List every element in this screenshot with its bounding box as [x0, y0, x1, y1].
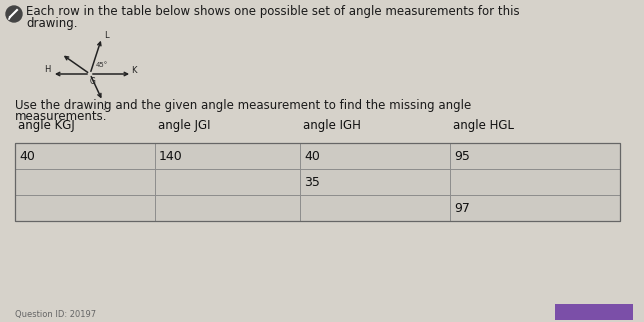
Text: angle HGL: angle HGL: [453, 118, 514, 131]
Text: angle KGJ: angle KGJ: [18, 118, 75, 131]
Text: Question ID: 20197: Question ID: 20197: [15, 309, 96, 318]
Bar: [155, 169, 300, 195]
Text: 40: 40: [19, 149, 35, 163]
Text: K: K: [131, 65, 137, 74]
Text: J: J: [104, 101, 106, 110]
Text: 95: 95: [454, 149, 470, 163]
Text: measurements.: measurements.: [15, 109, 108, 122]
Bar: [155, 143, 300, 169]
Text: 35: 35: [304, 175, 320, 188]
Bar: [15, 143, 155, 169]
Bar: [300, 143, 450, 169]
Circle shape: [6, 6, 22, 22]
Bar: [450, 195, 620, 221]
Bar: [300, 195, 450, 221]
Text: L: L: [104, 31, 109, 40]
Bar: [15, 143, 620, 221]
Text: 140: 140: [159, 149, 183, 163]
Text: G: G: [90, 77, 96, 86]
Bar: [15, 169, 155, 195]
Text: 45°: 45°: [96, 62, 108, 68]
Bar: [450, 143, 620, 169]
Bar: [300, 169, 450, 195]
Text: Each row in the table below shows one possible set of angle measurements for thi: Each row in the table below shows one po…: [26, 5, 520, 17]
Text: H: H: [44, 64, 50, 73]
Text: 97: 97: [454, 202, 470, 214]
Text: angle IGH: angle IGH: [303, 118, 361, 131]
Bar: [155, 195, 300, 221]
Text: Use the drawing and the given angle measurement to find the missing angle: Use the drawing and the given angle meas…: [15, 99, 471, 111]
Text: drawing.: drawing.: [26, 16, 77, 30]
Bar: [15, 195, 155, 221]
Bar: [450, 169, 620, 195]
Text: 40: 40: [304, 149, 320, 163]
Text: angle JGI: angle JGI: [158, 118, 211, 131]
Bar: [555, 304, 633, 320]
